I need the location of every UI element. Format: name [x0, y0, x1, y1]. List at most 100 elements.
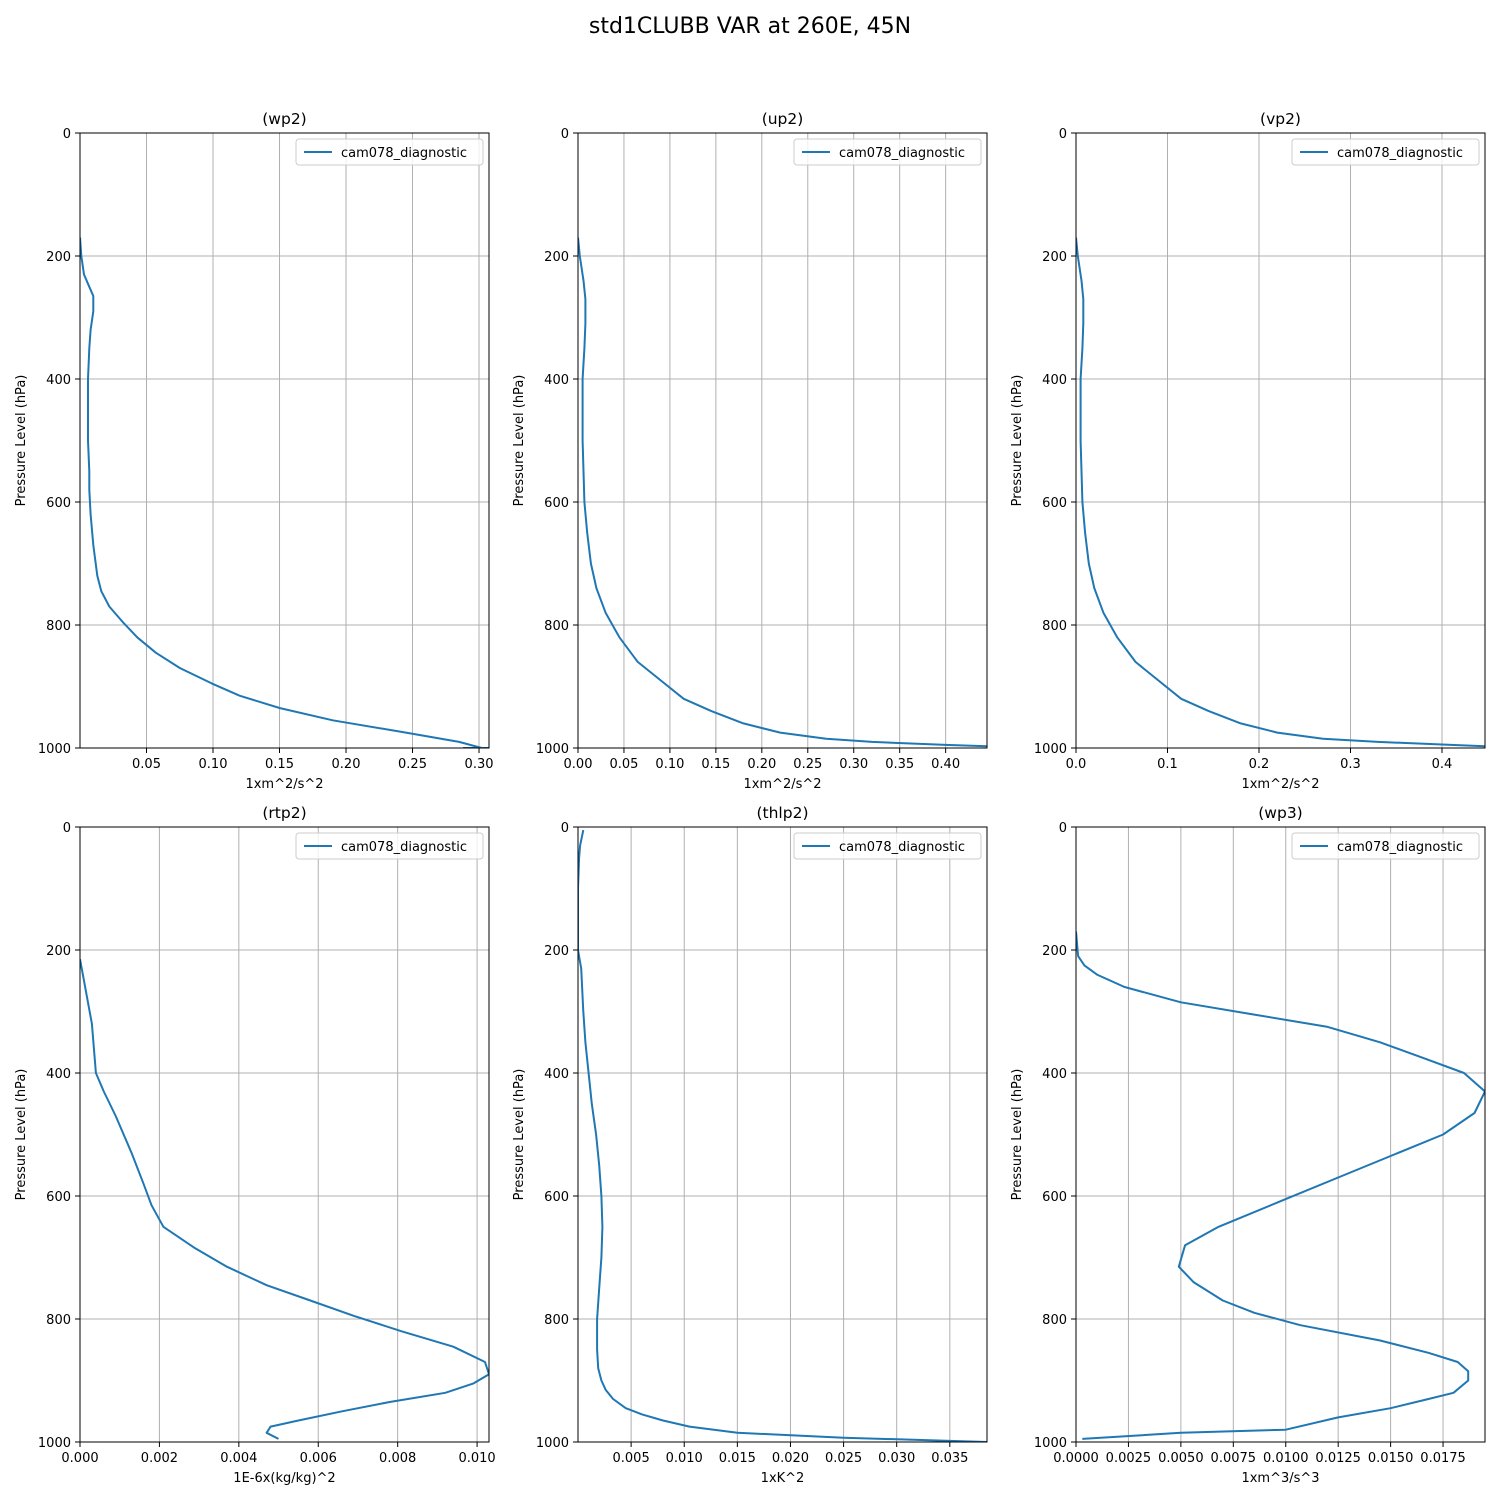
y-tick-label: 800: [544, 619, 569, 634]
x-tick-label: 0.15: [701, 757, 730, 772]
legend-box: [793, 832, 982, 860]
series-line: [80, 959, 489, 1440]
y-tick-label: 0: [561, 127, 569, 142]
panel-title: (wp3): [1258, 804, 1302, 822]
y-axis-label: Pressure Level (hPa): [512, 1069, 527, 1201]
x-tick-label: 0.006: [300, 1451, 337, 1466]
y-axis-label: Pressure Level (hPa): [512, 375, 527, 507]
y-tick-label: 0: [63, 127, 71, 142]
y-tick-label: 1000: [1034, 1436, 1067, 1451]
x-tick-label: 0.05: [132, 757, 161, 772]
y-tick-label: 1000: [38, 1436, 71, 1451]
y-axis-label: Pressure Level (hPa): [1010, 375, 1025, 507]
x-tick-label: 0.004: [220, 1451, 257, 1466]
x-axis-label: 1xm^2/s^2: [1241, 777, 1319, 792]
y-axis-label: Pressure Level (hPa): [14, 375, 29, 507]
x-tick-label: 0.3: [1340, 757, 1361, 772]
x-tick-label: 0.0050: [1158, 1451, 1204, 1466]
x-tick-label: 0.020: [772, 1451, 809, 1466]
legend-label: cam078_diagnostic: [341, 146, 467, 161]
x-tick-label: 0.20: [332, 757, 361, 772]
x-tick-label: 0.2: [1249, 757, 1270, 772]
panel-title: (thlp2): [756, 804, 808, 822]
axes-frame: [1075, 826, 1486, 1443]
series-line: [1076, 237, 1485, 748]
axes-frame: [79, 826, 490, 1443]
x-tick-label: 0.35: [885, 757, 914, 772]
x-tick-label: 0.0025: [1106, 1451, 1152, 1466]
y-tick-label: 200: [1042, 944, 1067, 959]
y-tick-label: 0: [63, 821, 71, 836]
y-tick-label: 600: [1042, 496, 1067, 511]
y-tick-label: 1000: [536, 1436, 569, 1451]
y-tick-label: 200: [46, 250, 71, 265]
x-tick-label: 0.0175: [1420, 1451, 1466, 1466]
y-tick-label: 400: [46, 373, 71, 388]
x-tick-label: 0.035: [931, 1451, 968, 1466]
y-tick-label: 200: [46, 944, 71, 959]
x-tick-label: 0.000: [61, 1451, 98, 1466]
y-tick-label: 400: [544, 373, 569, 388]
x-tick-label: 0.008: [379, 1451, 416, 1466]
axes-frame: [79, 132, 490, 749]
x-tick-label: 0.20: [747, 757, 776, 772]
panel-title: (vp2): [1260, 110, 1301, 128]
x-tick-label: 0.15: [265, 757, 294, 772]
x-tick-label: 0.1: [1157, 757, 1178, 772]
axes-frame: [577, 132, 988, 749]
y-tick-label: 400: [46, 1067, 71, 1082]
x-axis-label: 1xm^2/s^2: [245, 777, 323, 792]
legend-label: cam078_diagnostic: [839, 146, 965, 161]
legend-box: [295, 138, 484, 166]
x-tick-label: 0.025: [825, 1451, 862, 1466]
x-tick-label: 0.10: [199, 757, 228, 772]
y-tick-label: 600: [1042, 1190, 1067, 1205]
y-tick-label: 800: [544, 1313, 569, 1328]
x-tick-label: 0.05: [609, 757, 638, 772]
legend-label: cam078_diagnostic: [839, 840, 965, 855]
x-tick-label: 0.002: [141, 1451, 178, 1466]
legend-box: [1291, 832, 1480, 860]
y-tick-label: 600: [46, 1190, 71, 1205]
y-tick-label: 600: [46, 496, 71, 511]
y-tick-label: 1000: [536, 742, 569, 757]
x-tick-label: 0.25: [793, 757, 822, 772]
x-axis-label: 1xm^3/s^3: [1241, 1471, 1319, 1486]
series-line: [578, 829, 987, 1442]
y-tick-label: 1000: [38, 742, 71, 757]
series-line: [1076, 931, 1485, 1440]
x-tick-label: 0.005: [613, 1451, 650, 1466]
x-tick-label: 0.40: [931, 757, 960, 772]
x-tick-label: 0.00: [564, 757, 593, 772]
figure-title: std1CLUBB VAR at 260E, 45N: [588, 14, 912, 39]
series-line: [80, 237, 489, 748]
y-tick-label: 600: [544, 1190, 569, 1205]
y-tick-label: 400: [1042, 373, 1067, 388]
x-tick-label: 0.4: [1432, 757, 1453, 772]
legend-label: cam078_diagnostic: [1337, 840, 1463, 855]
x-tick-label: 0.010: [666, 1451, 703, 1466]
y-tick-label: 800: [1042, 1313, 1067, 1328]
series-line: [578, 237, 987, 748]
legend-label: cam078_diagnostic: [341, 840, 467, 855]
y-tick-label: 400: [544, 1067, 569, 1082]
legend-box: [793, 138, 982, 166]
y-tick-label: 800: [46, 619, 71, 634]
x-tick-label: 0.0150: [1368, 1451, 1414, 1466]
x-tick-label: 0.015: [719, 1451, 756, 1466]
x-tick-label: 0.30: [839, 757, 868, 772]
x-tick-label: 0.010: [458, 1451, 495, 1466]
y-tick-label: 0: [1059, 821, 1067, 836]
y-tick-label: 800: [46, 1313, 71, 1328]
x-tick-label: 0.030: [878, 1451, 915, 1466]
y-tick-label: 600: [544, 496, 569, 511]
y-tick-label: 1000: [1034, 742, 1067, 757]
legend-box: [1291, 138, 1480, 166]
x-tick-label: 0.0000: [1053, 1451, 1099, 1466]
axes-frame: [1075, 132, 1486, 749]
y-tick-label: 200: [1042, 250, 1067, 265]
x-tick-label: 0.0: [1066, 757, 1087, 772]
x-tick-label: 0.0125: [1315, 1451, 1361, 1466]
panel-title: (up2): [762, 110, 804, 128]
y-tick-label: 200: [544, 250, 569, 265]
